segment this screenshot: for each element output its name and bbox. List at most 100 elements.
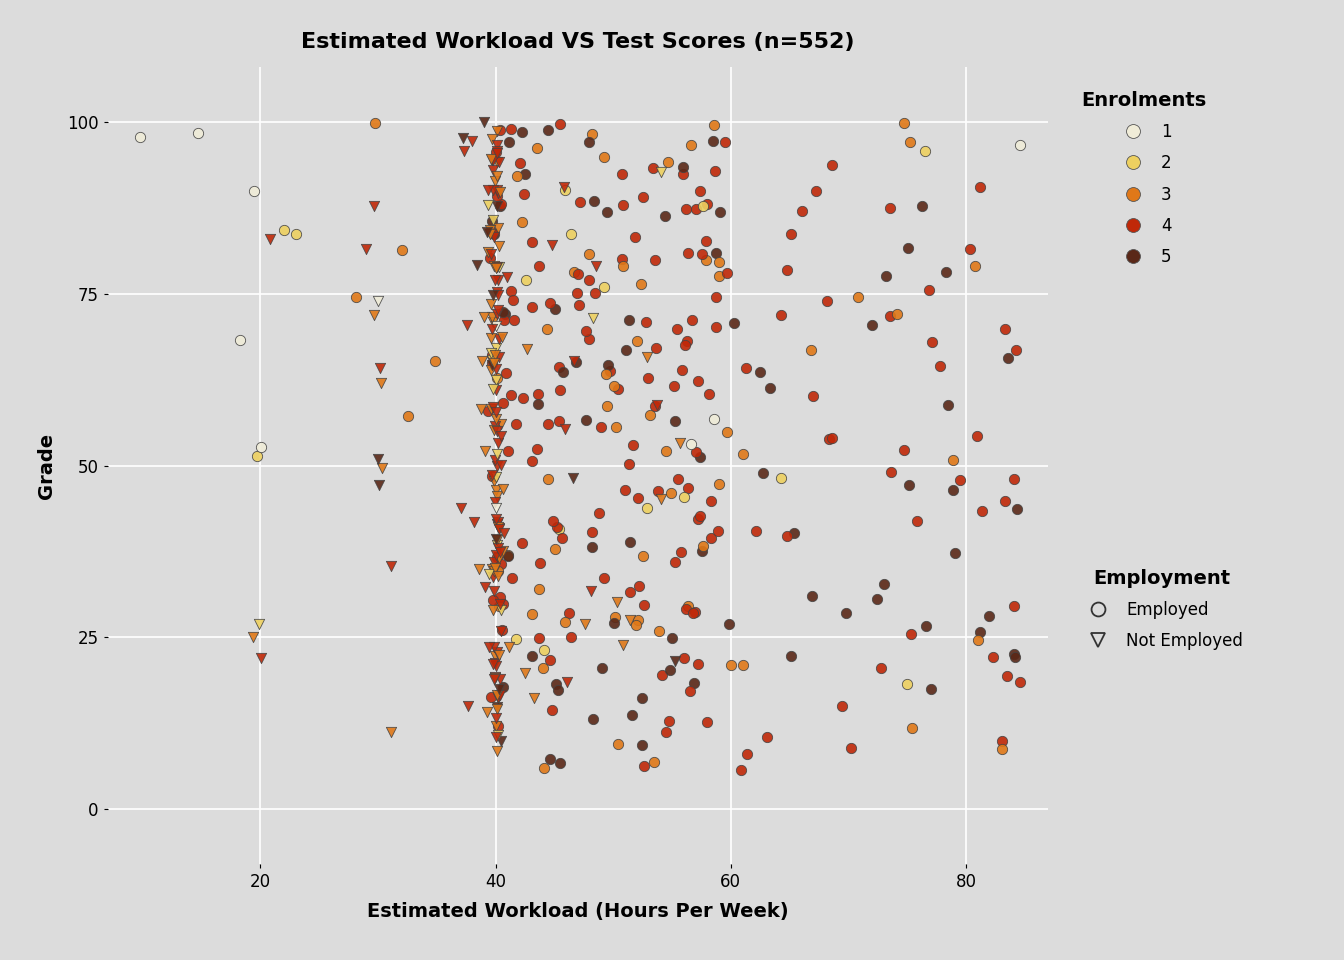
Point — [659, 713, 680, 729]
Point — [720, 658, 742, 673]
Point — [692, 247, 714, 262]
Point — [489, 544, 511, 560]
Point — [703, 118, 724, 133]
Point — [487, 718, 508, 733]
Point — [871, 660, 892, 676]
Point — [485, 145, 507, 160]
Point — [683, 676, 704, 691]
Point — [997, 350, 1019, 366]
Point — [675, 337, 696, 352]
Point — [532, 660, 554, 676]
Point — [503, 313, 524, 328]
Point — [749, 364, 770, 379]
Point — [548, 521, 570, 537]
Point — [546, 676, 567, 691]
Point — [664, 378, 685, 394]
Point — [695, 252, 716, 268]
Point — [539, 652, 560, 667]
Point — [481, 347, 503, 362]
Point — [757, 730, 778, 745]
Point — [485, 341, 507, 356]
Point — [605, 609, 626, 624]
Point — [676, 333, 698, 348]
Legend: Employed, Not Employed: Employed, Not Employed — [1066, 554, 1258, 665]
Point — [1003, 646, 1024, 661]
Point — [714, 134, 735, 150]
Point — [539, 296, 560, 311]
Point — [652, 667, 673, 683]
Point — [485, 658, 507, 673]
Point — [770, 307, 792, 323]
Point — [770, 470, 792, 486]
Point — [485, 260, 507, 276]
Point — [664, 654, 685, 669]
Point — [581, 524, 602, 540]
Point — [542, 237, 563, 252]
Point — [482, 656, 504, 671]
Point — [679, 683, 700, 698]
Point — [969, 180, 991, 195]
Point — [380, 724, 402, 739]
Point — [732, 658, 754, 673]
Point — [481, 297, 503, 312]
Point — [575, 616, 597, 632]
Point — [488, 259, 509, 275]
Point — [492, 680, 513, 695]
Point — [536, 322, 558, 337]
Point — [632, 189, 653, 204]
Point — [491, 733, 512, 749]
Point — [527, 140, 548, 156]
Point — [1009, 137, 1031, 153]
Point — [704, 163, 726, 179]
Point — [370, 375, 391, 391]
Point — [599, 364, 621, 379]
Point — [581, 584, 602, 599]
Point — [477, 197, 499, 212]
Point — [491, 556, 512, 571]
Point — [950, 472, 972, 488]
Point — [495, 365, 516, 380]
Point — [902, 720, 923, 735]
Point — [523, 690, 544, 706]
Point — [918, 282, 939, 298]
Point — [488, 238, 509, 253]
Point — [620, 585, 641, 600]
Point — [563, 353, 585, 369]
Point — [716, 266, 738, 281]
Point — [704, 412, 726, 427]
Point — [556, 675, 578, 690]
Point — [633, 597, 655, 612]
Point — [488, 564, 509, 579]
Point — [368, 451, 390, 467]
Point — [488, 568, 509, 584]
Point — [554, 182, 575, 198]
Point — [482, 182, 504, 198]
Point — [1004, 471, 1025, 487]
Point — [487, 137, 508, 153]
Point — [621, 708, 642, 723]
Point — [363, 199, 384, 214]
Point — [735, 361, 757, 376]
Point — [484, 272, 505, 287]
Point — [942, 483, 964, 498]
Point — [488, 155, 509, 170]
Point — [612, 251, 633, 266]
Point — [730, 762, 751, 778]
Point — [570, 195, 591, 210]
Point — [505, 417, 527, 432]
Point — [801, 588, 823, 604]
Point — [538, 471, 559, 487]
Point — [516, 273, 538, 288]
Point — [485, 469, 507, 485]
Point — [487, 644, 508, 660]
Point — [595, 398, 617, 414]
Point — [484, 258, 505, 274]
Point — [481, 152, 503, 167]
Point — [840, 740, 862, 756]
Point — [650, 164, 672, 180]
Point — [487, 687, 508, 703]
Point — [477, 244, 499, 259]
Point — [613, 198, 634, 213]
Point — [489, 196, 511, 211]
Point — [706, 289, 727, 304]
